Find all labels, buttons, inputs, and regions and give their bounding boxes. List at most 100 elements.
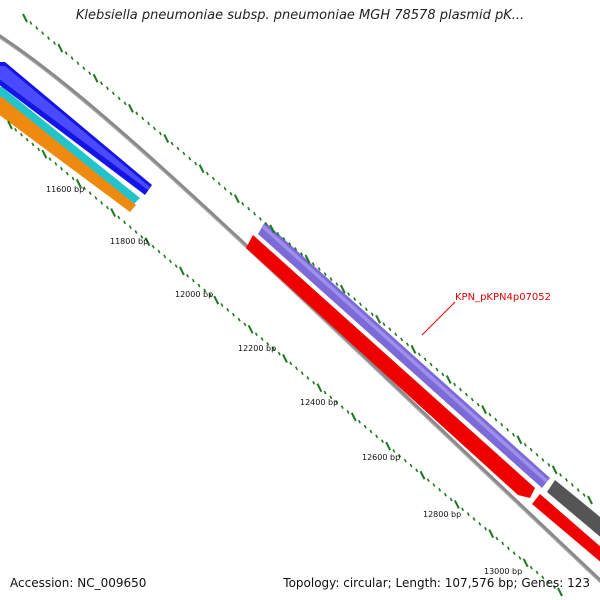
tick-mark	[277, 351, 281, 356]
gene-purple-highlight	[262, 225, 548, 483]
tick-mark	[174, 264, 178, 268]
tick-mark	[88, 71, 92, 76]
tick-mark	[453, 499, 460, 509]
accession-text: Accession: NC_009650	[10, 576, 147, 590]
tick-mark	[100, 81, 103, 86]
tick-mark	[443, 492, 447, 497]
tick-mark	[403, 458, 407, 463]
tick-mark	[188, 156, 192, 161]
tick-mark	[178, 266, 185, 276]
tick-mark	[282, 237, 286, 241]
tick-label-12400: 12400 bp	[300, 398, 338, 407]
tick-row-inner	[7, 120, 563, 597]
tick-mark	[60, 166, 64, 171]
tick-mark	[54, 162, 58, 166]
tick-mark	[488, 412, 492, 417]
tick-mark	[19, 132, 23, 137]
tick-mark	[304, 254, 311, 264]
tick-mark	[233, 194, 240, 204]
tick-mark	[7, 120, 13, 130]
tick-mark	[31, 142, 35, 147]
tick-mark	[168, 259, 172, 264]
tick-mark	[110, 208, 117, 218]
tick-mark	[388, 327, 392, 332]
tick-mark	[347, 292, 351, 297]
tick-mark	[385, 441, 392, 451]
backbone-line	[0, 34, 600, 584]
tick-mark	[163, 254, 167, 259]
tick-mark	[529, 565, 533, 570]
tick-mark	[449, 497, 453, 502]
tick-mark	[83, 186, 86, 191]
tick-mark	[105, 86, 109, 91]
tick-mark	[512, 551, 516, 555]
tick-mark	[231, 312, 235, 317]
tick-mark	[478, 522, 482, 526]
tick-mark	[75, 178, 82, 188]
tick-mark	[317, 267, 321, 271]
tick-label-12600: 12600 bp	[362, 453, 400, 462]
tick-label-13000: 13000 bp	[484, 567, 522, 576]
tick-mark	[147, 121, 151, 126]
tick-row-outer	[22, 13, 593, 505]
tick-mark	[306, 376, 310, 380]
tick-mark	[203, 288, 207, 293]
tick-mark	[415, 468, 419, 473]
tick-mark	[316, 383, 323, 393]
tick-mark	[100, 200, 104, 205]
tick-mark	[76, 61, 80, 66]
tick-mark	[464, 392, 468, 397]
tick-mark	[35, 26, 39, 30]
tick-mark	[535, 570, 539, 575]
tick-mark	[300, 252, 304, 256]
tick-mark	[364, 307, 368, 312]
gene-red[interactable]	[246, 235, 535, 498]
tick-mark	[481, 405, 487, 415]
tick-mark	[266, 342, 270, 346]
tick-mark	[375, 434, 379, 439]
tick-mark	[359, 302, 362, 307]
tick-mark	[406, 342, 410, 347]
tick-mark	[134, 230, 138, 234]
tick-mark	[223, 186, 227, 191]
tick-mark	[264, 221, 268, 226]
tick-mark	[52, 41, 56, 45]
tick-mark	[312, 380, 316, 385]
tick-mark	[398, 453, 402, 458]
tick-mark	[495, 536, 499, 541]
tick-mark	[123, 101, 127, 106]
tick-mark	[410, 344, 417, 354]
topology-summary: Topology: circular; Length: 107,576 bp; …	[283, 576, 590, 590]
gene-cyan[interactable]	[0, 87, 140, 204]
tick-mark	[346, 410, 350, 414]
tick-mark	[247, 324, 254, 334]
tick-mark	[176, 146, 180, 151]
tick-mark	[241, 201, 245, 206]
tick-mark	[494, 417, 498, 422]
tick-mark	[461, 507, 465, 512]
tick-mark	[541, 575, 545, 580]
gene-gray[interactable]	[547, 480, 600, 545]
tick-mark	[417, 352, 421, 357]
tick-mark	[472, 517, 476, 521]
tick-mark	[144, 237, 151, 247]
tick-mark	[88, 191, 92, 195]
tick-mark	[288, 242, 292, 246]
tick-mark	[432, 483, 436, 487]
tick-mark	[400, 337, 404, 342]
tick-mark	[358, 419, 361, 424]
tick-mark	[170, 141, 174, 146]
tick-mark	[370, 312, 374, 317]
tick-mark	[41, 149, 48, 159]
gene-orange[interactable]	[0, 97, 136, 212]
tick-mark	[423, 357, 427, 362]
tick-mark	[476, 402, 480, 407]
tick-mark	[247, 206, 251, 211]
tick-mark	[213, 295, 220, 305]
gene-red-lower[interactable]	[532, 494, 600, 570]
tick-mark	[552, 585, 556, 589]
tick-mark	[323, 272, 327, 276]
map-title: Klebsiella pneumoniae subsp. pneumoniae …	[75, 8, 525, 23]
tick-mark	[197, 283, 201, 288]
tick-mark	[41, 31, 45, 35]
